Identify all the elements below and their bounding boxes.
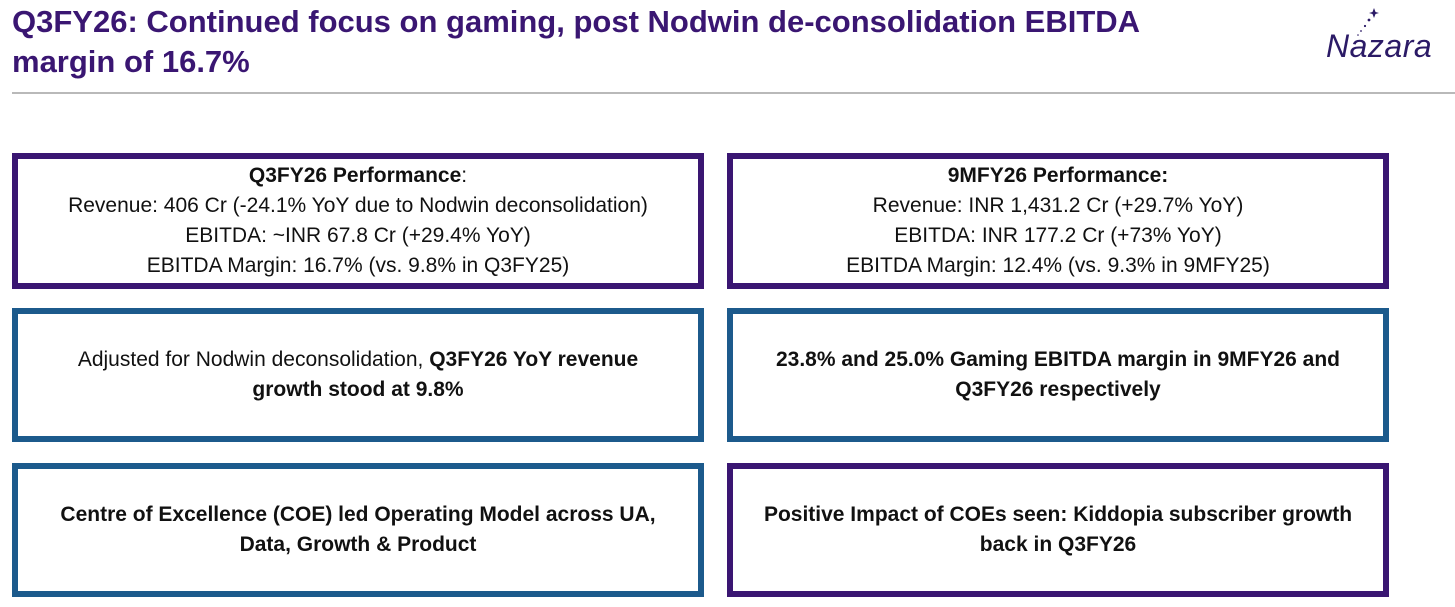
9mfy26-performance-box: 9MFY26 Performance: Revenue: INR 1,431.2… — [727, 153, 1389, 289]
gaming-margin-line-2: Q3FY26 respectively — [955, 378, 1161, 401]
adjusted-revenue-growth-box: Adjusted for Nodwin deconsolidation, Q3F… — [12, 308, 704, 442]
9mfy26-revenue: Revenue: INR 1,431.2 Cr (+29.7% YoY) — [872, 194, 1244, 217]
coe-impact-line-1: Positive Impact of COEs seen: Kiddopia s… — [763, 503, 1353, 526]
q3fy26-performance-box: Q3FY26 Performance: Revenue: 406 Cr (-24… — [12, 153, 704, 289]
logo-text: Nazara — [1326, 28, 1433, 64]
nazara-logo: Nazara — [1318, 0, 1455, 70]
star-sparkle-icon — [1357, 8, 1379, 36]
q3fy26-heading-text: Q3FY26 Performance — [248, 164, 462, 187]
page-title: Q3FY26: Continued focus on gaming, post … — [12, 2, 1252, 82]
gaming-margin-line-1: 23.8% and 25.0% Gaming EBITDA margin in … — [775, 348, 1341, 371]
coe-impact-line-2: back in Q3FY26 — [979, 533, 1137, 556]
page-title-line-1: Q3FY26: Continued focus on gaming, post … — [12, 4, 1141, 39]
q3fy26-ebitda: EBITDA: ~INR 67.8 Cr (+29.4% YoY) — [185, 224, 531, 247]
9mfy26-performance-heading: 9MFY26 Performance: — [947, 164, 1169, 187]
q3fy26-performance-heading: Q3FY26 Performance: — [249, 161, 467, 191]
q3fy26-ebitda-margin: EBITDA Margin: 16.7% (vs. 9.8% in Q3FY25… — [146, 254, 570, 277]
coe-model-line-1: Centre of Excellence (COE) led Operating… — [60, 503, 656, 526]
coe-model-line-2: Data, Growth & Product — [239, 533, 477, 556]
adjusted-revenue-line-1: Adjusted for Nodwin deconsolidation, Q3F… — [78, 345, 638, 375]
q3fy26-heading-colon: : — [461, 164, 468, 187]
adjusted-prefix: Adjusted for Nodwin deconsolidation, — [77, 348, 430, 371]
coe-operating-model-box: Centre of Excellence (COE) led Operating… — [12, 463, 704, 597]
9mfy26-ebitda: EBITDA: INR 177.2 Cr (+73% YoY) — [894, 224, 1222, 247]
9mfy26-ebitda-margin: EBITDA Margin: 12.4% (vs. 9.3% in 9MFY25… — [846, 254, 1270, 277]
adjusted-bold-text: Q3FY26 YoY revenue — [429, 348, 639, 371]
coe-impact-box: Positive Impact of COEs seen: Kiddopia s… — [727, 463, 1389, 597]
page-title-line-2: margin of 16.7% — [12, 44, 250, 79]
q3fy26-revenue: Revenue: 406 Cr (-24.1% YoY due to Nodwi… — [68, 194, 648, 217]
adjusted-revenue-line-2: growth stood at 9.8% — [252, 378, 464, 401]
title-divider — [12, 92, 1455, 94]
gaming-ebitda-margin-box: 23.8% and 25.0% Gaming EBITDA margin in … — [727, 308, 1389, 442]
